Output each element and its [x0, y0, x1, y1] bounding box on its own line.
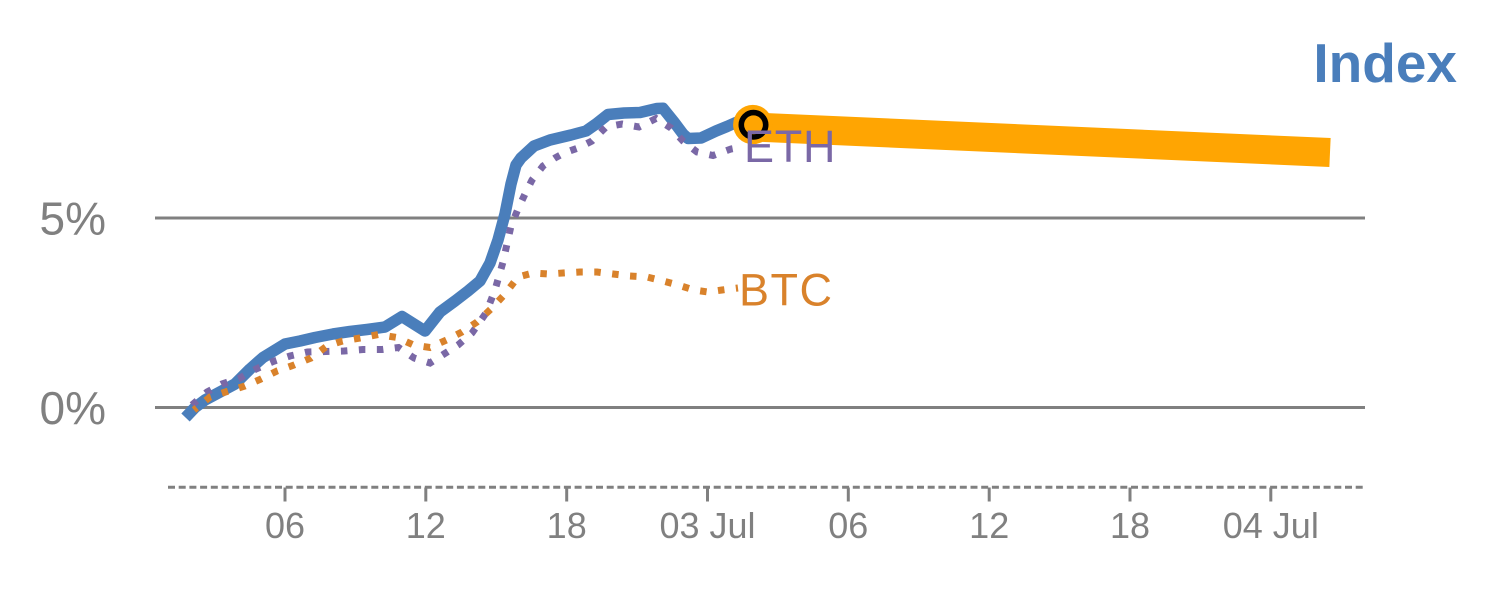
svg-text:04 Jul: 04 Jul: [1223, 505, 1319, 546]
svg-text:18: 18: [547, 505, 587, 546]
svg-text:Index: Index: [1313, 32, 1457, 94]
svg-text:12: 12: [406, 505, 446, 546]
svg-text:06: 06: [828, 505, 868, 546]
svg-text:12: 12: [969, 505, 1009, 546]
svg-text:0%: 0%: [40, 382, 106, 434]
svg-text:5%: 5%: [40, 193, 106, 245]
svg-text:BTC: BTC: [739, 265, 834, 316]
svg-text:06: 06: [265, 505, 305, 546]
svg-text:ETH: ETH: [744, 121, 836, 172]
svg-text:18: 18: [1110, 505, 1150, 546]
svg-text:03 Jul: 03 Jul: [659, 505, 755, 546]
